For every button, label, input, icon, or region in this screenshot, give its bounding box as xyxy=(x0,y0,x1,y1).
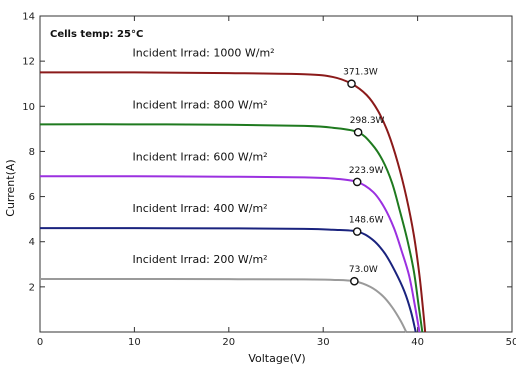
x-tick-label: 50 xyxy=(506,337,516,348)
x-tick-label: 0 xyxy=(37,337,43,348)
mpp-label-2: 298.3W xyxy=(350,116,385,126)
x-axis-ticks: 0 10 20 30 40 50 xyxy=(37,16,516,348)
label-layer: 371.3W Incident Irrad: 1000 W/m² 298.3W Inc… xyxy=(133,46,385,286)
series-line-3 xyxy=(39,175,421,333)
y-tick-label: 10 xyxy=(22,102,35,113)
x-tick-label: 40 xyxy=(411,337,424,348)
series-line-5 xyxy=(39,277,408,333)
series-name-label-5: Incident Irrad: 200 W/m² xyxy=(133,253,268,266)
mpp-label-4: 148.6W xyxy=(349,216,384,226)
series-name-label-2: Incident Irrad: 800 W/m² xyxy=(133,98,268,111)
mpp-marker-5 xyxy=(350,276,359,286)
mpp-label-3: 223.9W xyxy=(349,166,384,176)
mpp-label-1: 371.3W xyxy=(343,68,378,78)
series-line-1 xyxy=(39,71,427,333)
mpp-label-5: 73.0W xyxy=(349,265,378,275)
mpp-marker-3 xyxy=(352,177,362,187)
y-tick-label: 14 xyxy=(22,12,35,23)
series-name-label-3: Incident Irrad: 600 W/m² xyxy=(133,150,268,163)
y-tick-label: 8 xyxy=(29,147,35,158)
y-tick-label: 12 xyxy=(22,57,35,68)
condition-annotation: Cells temp: 25°C xyxy=(50,29,143,40)
series-name-label-4: Incident Irrad: 400 W/m² xyxy=(133,202,268,215)
plot-area xyxy=(39,15,513,333)
series-name-label-1: Incident Irrad: 1000 W/m² xyxy=(133,46,275,59)
x-tick-label: 30 xyxy=(317,337,330,348)
y-tick-label: 6 xyxy=(29,192,35,203)
y-tick-label: 4 xyxy=(29,237,35,248)
series-layer xyxy=(39,71,427,333)
y-axis-ticks: 2 4 6 8 10 12 14 xyxy=(22,12,512,293)
x-axis-title: Voltage(V) xyxy=(248,352,305,365)
y-axis-title: Current(A) xyxy=(4,159,17,216)
x-tick-label: 20 xyxy=(222,337,235,348)
plot-frame xyxy=(39,15,513,333)
mpp-marker-4 xyxy=(352,227,362,236)
series-line-2 xyxy=(39,123,424,333)
x-tick-label: 10 xyxy=(128,337,141,348)
mpp-marker-1 xyxy=(347,79,356,89)
mpp-marker-2 xyxy=(353,127,363,137)
y-tick-label: 2 xyxy=(29,282,35,293)
